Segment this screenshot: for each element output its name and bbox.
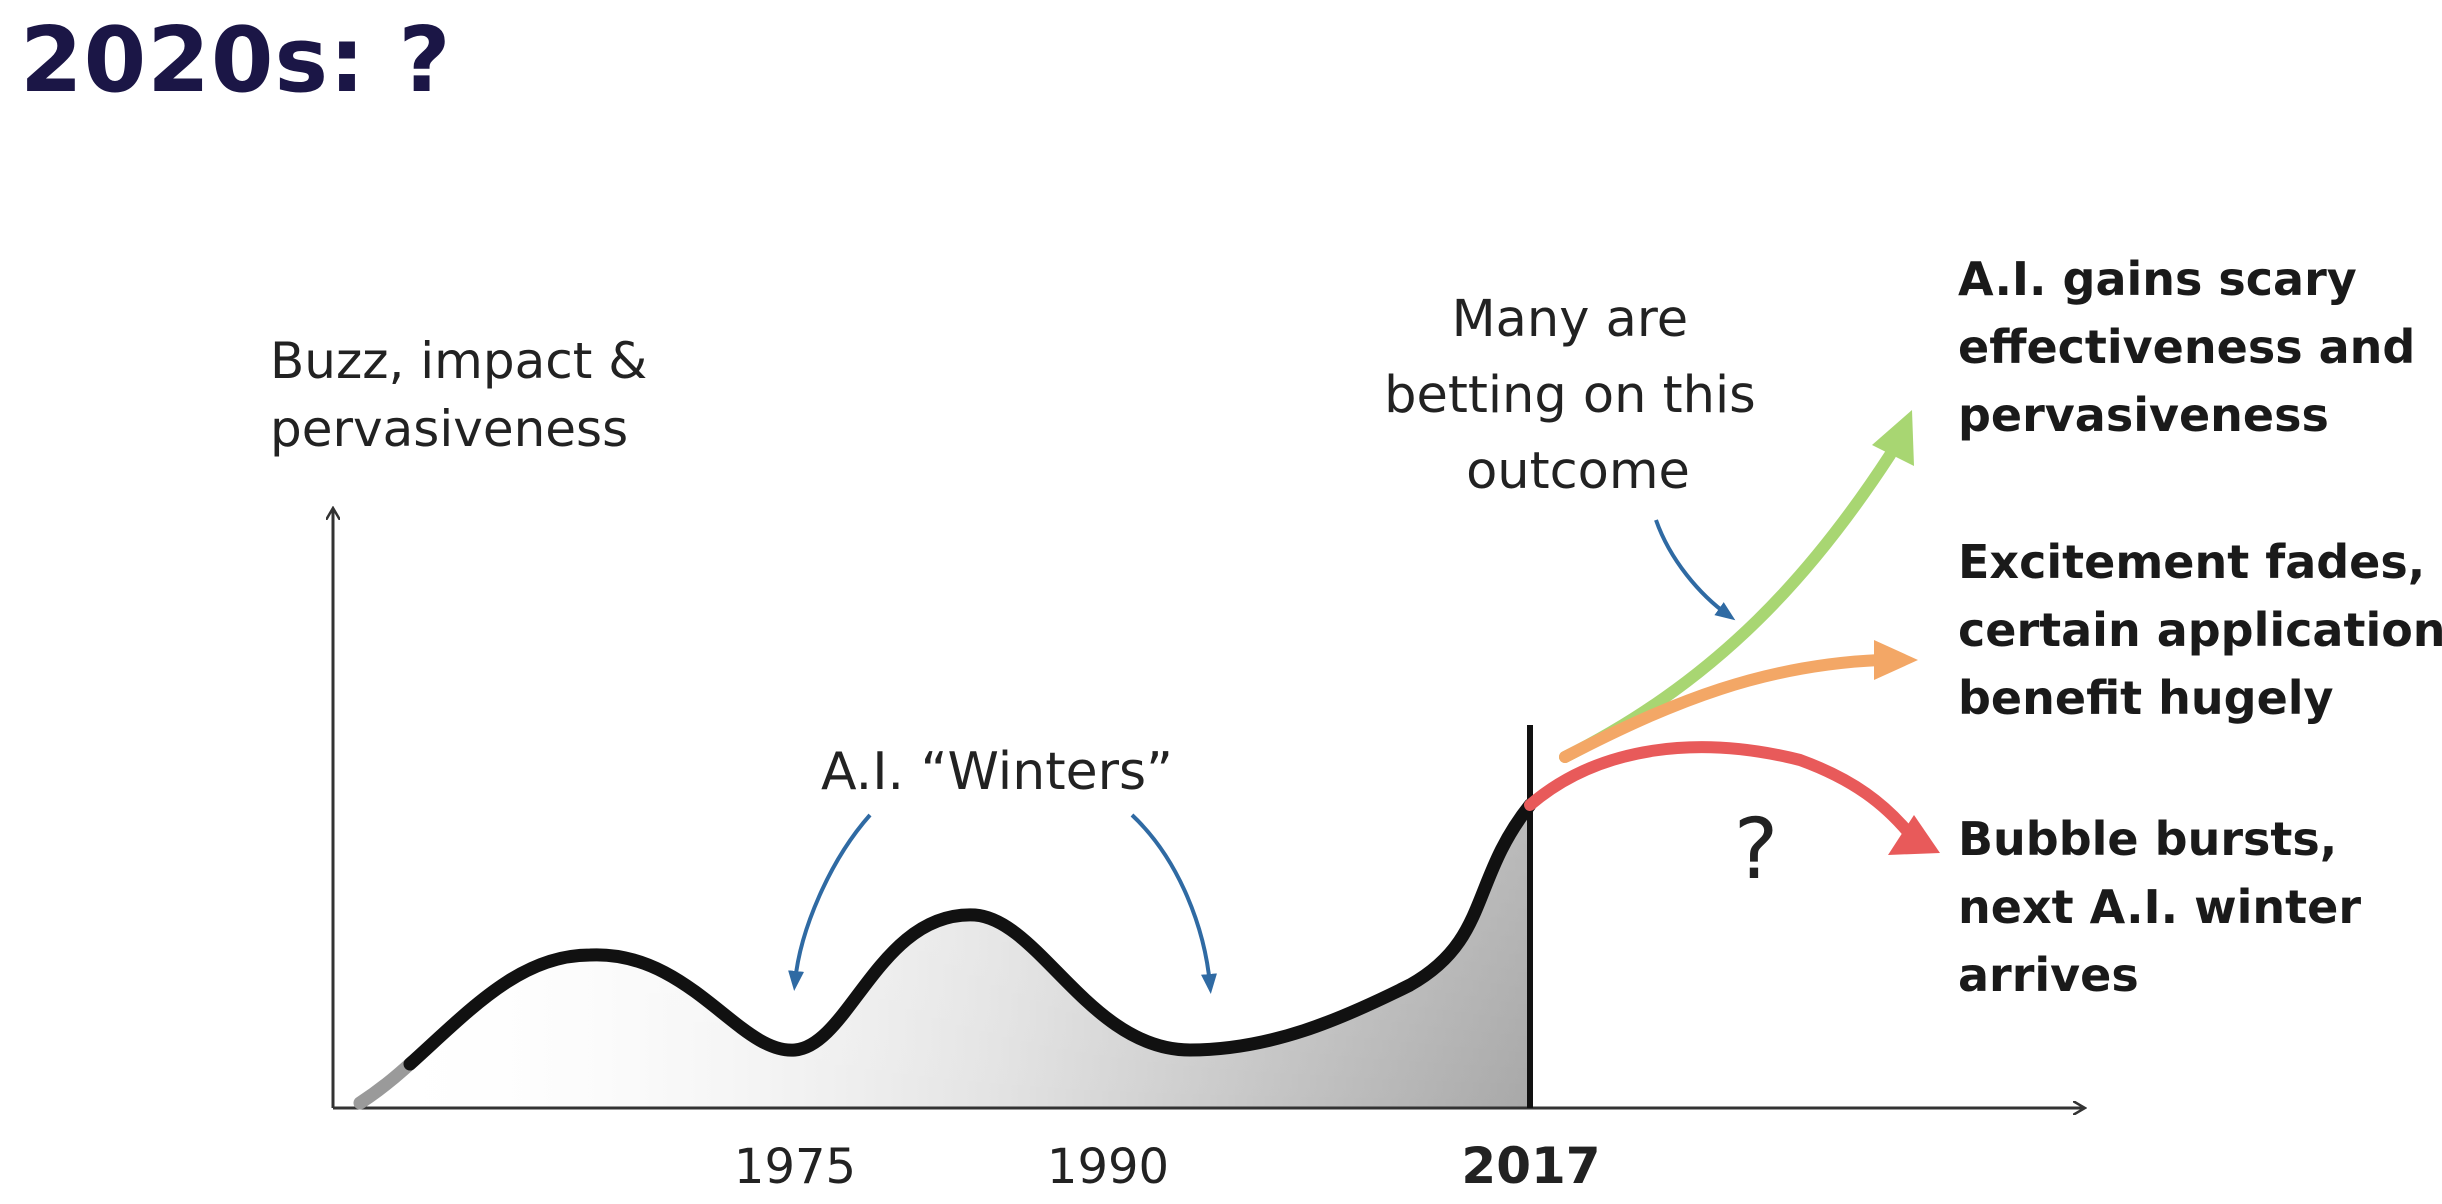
y-axis-label: Buzz, impact & pervasiveness	[270, 332, 663, 458]
winter-arrow-1975	[788, 813, 872, 991]
outcome-label-bubble: Bubble bursts, next A.I. winter arrives	[1958, 812, 2377, 1002]
betting-arrow	[1654, 519, 1736, 621]
outcome-arrowhead-bubble	[1888, 815, 1940, 855]
winters-label: A.I. “Winters”	[821, 742, 1173, 802]
question-mark: ?	[1734, 800, 1779, 898]
outcome-arrow-bubble	[1524, 741, 1914, 838]
x-tick-1990: 1990	[1047, 1139, 1169, 1195]
outcome-arrow-excitement	[1559, 654, 1886, 763]
outcome-arrowhead-excitement	[1874, 640, 1918, 680]
outcome-label-effectiveness: A.I. gains scary effectiveness and perva…	[1958, 252, 2431, 442]
outcome-arrows	[1524, 410, 1940, 855]
x-tick-2017: 2017	[1461, 1137, 1600, 1195]
winter-arrow-1990	[1130, 813, 1217, 994]
slide-title: 2020s: ?	[20, 8, 452, 113]
betting-label: Many are betting on this outcome	[1384, 290, 1772, 501]
outcome-arrowhead-effectiveness	[1872, 410, 1914, 466]
history-curve	[403, 798, 1537, 1071]
x-tick-1975: 1975	[734, 1139, 856, 1195]
outcome-label-excitement: Excitement fades, certain applications b…	[1958, 535, 2442, 725]
